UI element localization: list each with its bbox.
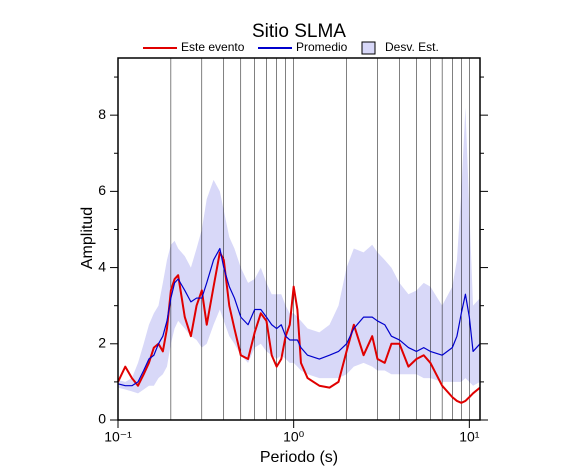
x-tick-label: 10⁻¹ [104,429,132,445]
x-axis-label: Periodo (s) [260,449,338,466]
legend-label: Desv. Est. [385,40,439,54]
series-line [117,251,481,404]
plot-frame [117,57,481,421]
y-axis-label: Amplitud [79,207,96,269]
chart-title: Sitio SLMA [252,21,346,42]
y-tick-label: 6 [98,182,106,198]
x-tick-label: 10¹ [459,429,480,445]
y-tick-label: 8 [98,106,106,122]
y-tick-label: 4 [98,258,106,274]
x-tick-label: 10⁰ [283,429,305,445]
legend-label: Este evento [181,40,245,54]
std-band [118,107,480,394]
series-line [117,247,481,387]
y-tick-label: 2 [98,334,106,350]
legend-label: Promedio [296,40,348,54]
y-tick-label: 0 [98,411,106,427]
legend-swatch [361,41,376,55]
